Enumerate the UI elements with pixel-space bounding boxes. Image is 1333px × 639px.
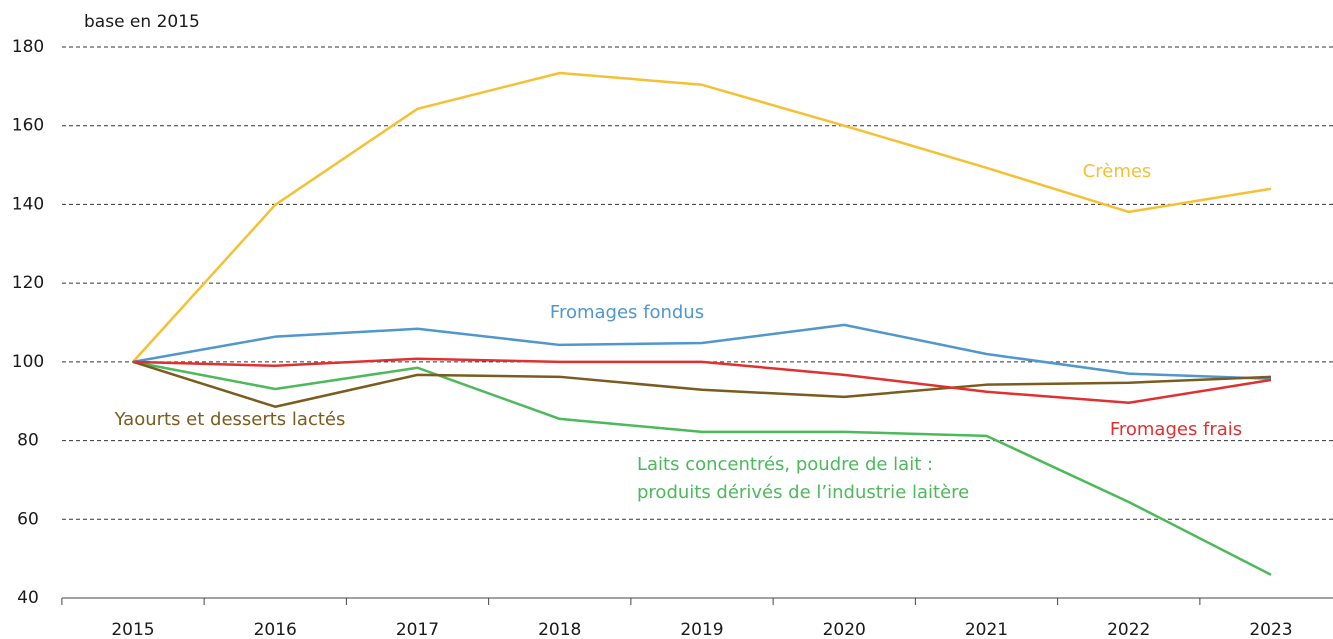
y-tick-label: 80	[17, 431, 39, 451]
x-tick-label: 2022	[1107, 620, 1150, 639]
series-label: Yaourts et desserts lactés	[114, 409, 346, 430]
y-tick-label: 180	[12, 37, 44, 57]
y-tick-label: 160	[12, 116, 44, 136]
x-tick-label: 2018	[538, 620, 581, 639]
series-line	[132, 323, 1272, 381]
x-tick-label: 2016	[254, 620, 297, 639]
x-tick-label: 2017	[396, 620, 439, 639]
series-line	[132, 360, 1272, 576]
series-label: Laits concentrés, poudre de lait : produ…	[637, 454, 970, 503]
x-tick-label: 2021	[965, 620, 1008, 639]
y-tick-label: 120	[12, 273, 44, 293]
x-tick-label: 2023	[1249, 620, 1292, 639]
series-line	[132, 357, 1272, 405]
y-tick-label: 140	[12, 194, 44, 214]
y-tick-label: 40	[17, 588, 39, 608]
x-tick-label: 2015	[111, 620, 154, 639]
series-label: Fromages frais	[1109, 419, 1243, 440]
x-tick-label: 2020	[823, 620, 866, 639]
y-axis-label: base en 2015	[84, 12, 200, 32]
series-line	[132, 360, 1272, 408]
y-tick-label: 60	[17, 509, 39, 529]
series-label: Fromages fondus	[549, 302, 705, 323]
x-tick-label: 2019	[680, 620, 723, 639]
series-line	[132, 71, 1272, 363]
y-tick-label: 100	[12, 352, 44, 372]
series-label: Crèmes	[1082, 161, 1152, 182]
